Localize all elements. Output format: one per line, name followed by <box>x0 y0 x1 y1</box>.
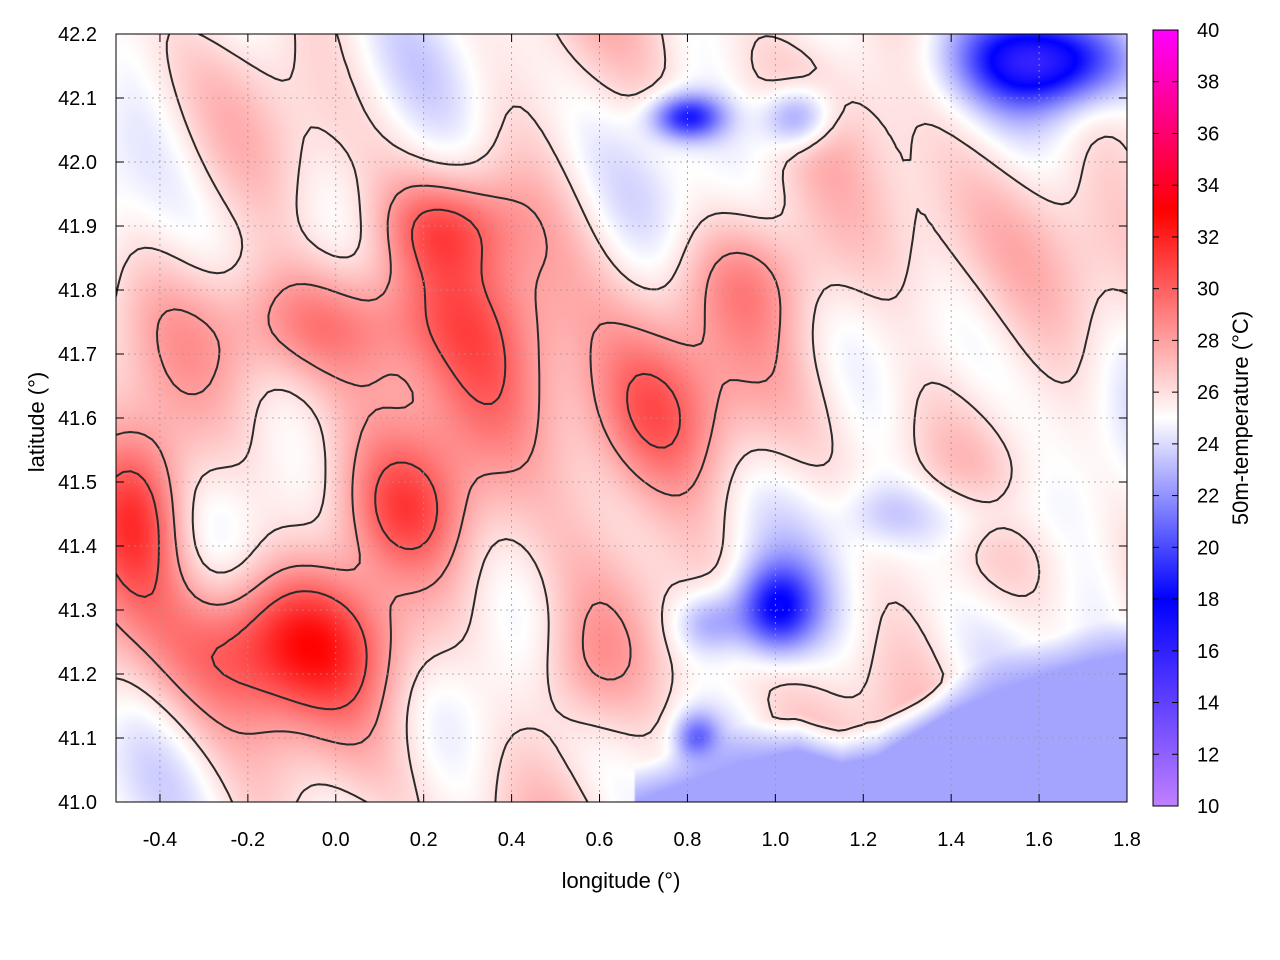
x-tick-label: 0.8 <box>674 829 702 851</box>
x-tick-label: -0.4 <box>143 829 177 851</box>
x-tick-label: 0.6 <box>586 829 614 851</box>
colorbar-tick-label: 28 <box>1197 330 1219 352</box>
colorbar-tick-label: 12 <box>1197 744 1219 766</box>
y-tick-label: 41.3 <box>58 600 97 622</box>
colorbar-tick-label: 34 <box>1197 175 1219 197</box>
colorbar-tick-label: 24 <box>1197 434 1219 456</box>
contour-line-30 <box>116 208 682 711</box>
colorbar-tick-label: 30 <box>1197 279 1219 301</box>
colorbar-gradient <box>1152 29 1179 807</box>
y-tick-label: 42.0 <box>58 152 97 174</box>
grid-lines <box>116 33 1128 803</box>
colorbar-tick-label: 38 <box>1197 72 1219 94</box>
colorbar-tick-label: 16 <box>1197 641 1219 663</box>
x-tick-label: 0.4 <box>498 829 526 851</box>
colorbar-tick-label: 10 <box>1197 796 1219 818</box>
y-axis: 41.0 41.1 41.2 41.3 41.4 41.5 41.6 41.7 41.8 41.9… <box>58 24 1127 814</box>
colorbar: 10 12 14 16 18 20 22 24 26 28 30 32 34 36 38 40 50m-tem… <box>1152 20 1253 818</box>
x-axis: -0.4 -0.2 0.0 0.2 0.4 0.6 0.8 1.0 1.2 1.4 1.6 1.8 <box>143 34 1141 851</box>
x-tick-label: 0.0 <box>322 829 350 851</box>
y-tick-label: 41.4 <box>58 536 97 558</box>
y-tick-label: 41.0 <box>58 792 97 814</box>
contour-line-28 <box>116 184 782 746</box>
y-tick-label: 41.6 <box>58 408 97 430</box>
colorbar-title: 50m-temperature (°C) <box>1228 311 1253 525</box>
y-tick-label: 41.5 <box>58 472 97 494</box>
y-tick-label: 42.2 <box>58 24 97 46</box>
colorbar-tick-label: 26 <box>1197 382 1219 404</box>
colorbar-ticks: 10 12 14 16 18 20 22 24 26 28 30 32 34 36 38 40 <box>1153 20 1219 818</box>
x-tick-label: 0.2 <box>410 829 438 851</box>
x-tick-label: 1.6 <box>1025 829 1053 851</box>
colorbar-tick-label: 36 <box>1197 123 1219 145</box>
colorbar-tick-label: 22 <box>1197 486 1219 508</box>
y-tick-label: 41.8 <box>58 280 97 302</box>
x-tick-label: 1.0 <box>761 829 789 851</box>
colorbar-tick-label: 40 <box>1197 20 1219 42</box>
x-tick-label: 1.4 <box>937 829 965 851</box>
colorbar-tick-label: 14 <box>1197 693 1219 715</box>
x-tick-label: 1.8 <box>1113 829 1141 851</box>
colorbar-tick-label: 32 <box>1197 227 1219 249</box>
x-tick-label: -0.2 <box>231 829 265 851</box>
y-axis-title: latitude (°) <box>24 372 49 473</box>
x-axis-title: longitude (°) <box>562 868 681 893</box>
colorbar-tick-label: 18 <box>1197 589 1219 611</box>
colorbar-tick-label: 20 <box>1197 537 1219 559</box>
x-tick-label: 1.2 <box>849 829 877 851</box>
y-tick-label: 41.1 <box>58 728 97 750</box>
y-tick-label: 42.1 <box>58 88 97 110</box>
y-tick-label: 41.7 <box>58 344 97 366</box>
y-tick-label: 41.9 <box>58 216 97 238</box>
y-tick-label: 41.2 <box>58 664 97 686</box>
